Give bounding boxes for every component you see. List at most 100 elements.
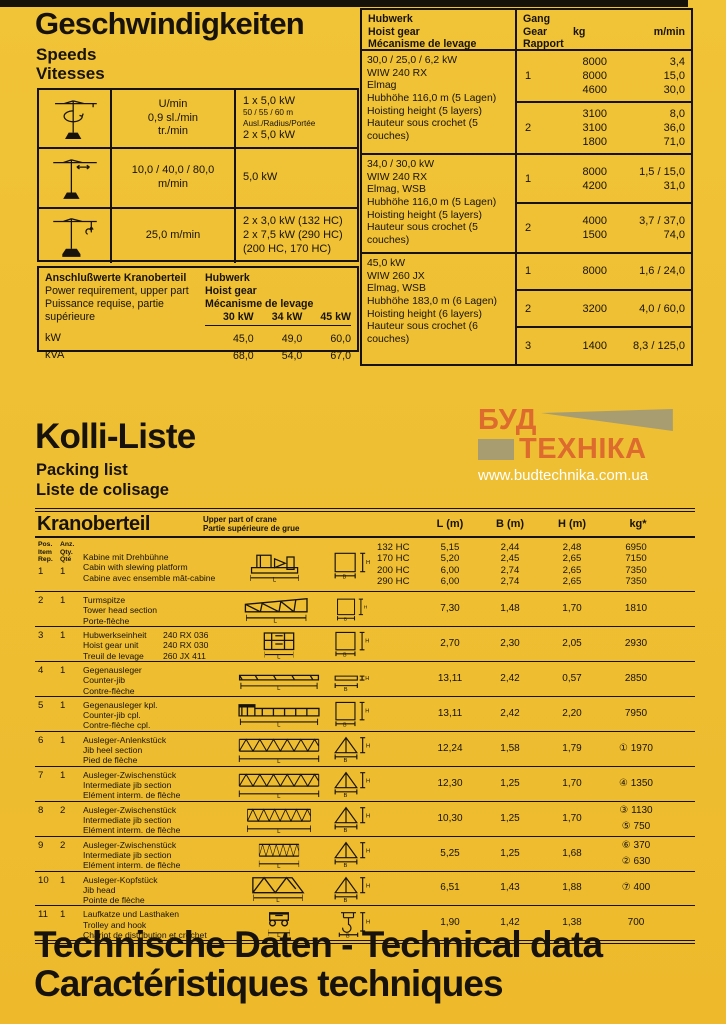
width-value: 2,74 [500, 575, 520, 587]
weight-cell: 2850 [603, 662, 695, 696]
speeds-row-trolley: 10,0 / 40,0 / 80,0 m/min 5,0 kW [39, 147, 357, 207]
weight-value: 7150 [625, 553, 647, 565]
desc-line: Jib head [83, 884, 116, 895]
weight-cell: ① 1970 [603, 732, 695, 766]
gear-header: Gang Gear Rapport [523, 13, 573, 51]
pos-number: 4 [38, 664, 44, 676]
qty-number: 1 [60, 664, 66, 676]
desc-line: Gegenausleger [83, 664, 142, 675]
desc-line: 45,0 kW [367, 257, 406, 269]
rect-cross-section-icon [325, 627, 377, 661]
model-name: 290 HC [377, 575, 410, 587]
speed-label-cell: 25,0 m/min [110, 209, 234, 263]
qty-header-line: Qty. [60, 548, 73, 556]
svg-text:L: L [277, 933, 281, 937]
desc-line: Tower head section [83, 605, 158, 616]
power-kva-values: 68,0 54,0 67,0 [205, 350, 351, 363]
load-kg: 4000 [582, 215, 607, 228]
gear-number: 2 [525, 302, 532, 315]
gear-number: 1 [525, 70, 532, 82]
hoist-header-line: Hoist gear [368, 25, 420, 38]
desc-line: Intermediate jib section [83, 814, 172, 825]
desc-line: 34,0 / 30,0 kW [367, 159, 434, 170]
desc-line: Ausleger-Zwischenstück [83, 839, 177, 850]
budtechnika-logo: БУД ТЕХНІКА www.budtechnika.com.ua [478, 404, 692, 484]
power-line: 2 x 3,0 kW (132 HC) [243, 215, 343, 228]
desc-line: WIW 240 RX [367, 67, 428, 79]
power-line: 2 x 5,0 kW [243, 128, 295, 141]
weight-value: 7350 [625, 564, 647, 576]
length-value: 12,30 [437, 777, 463, 789]
width-value: 1,25 [500, 847, 520, 859]
hoist-header-line: Hubwerk [368, 13, 413, 25]
height-value: 2,05 [562, 637, 582, 649]
qty-header-line: Anz. [60, 541, 75, 548]
weight-cell: ⑥ 370 ② 630 [603, 837, 695, 871]
speed-label-line: 0,9 sl./min [147, 111, 199, 124]
qty-number: 2 [60, 804, 66, 816]
trolley-side-icon: L [233, 906, 325, 940]
model-cell [377, 872, 421, 906]
technical-data-title: Technische Daten - Technical data [34, 924, 603, 965]
speed-power-cell: 5,0 kW [234, 149, 357, 207]
qty-number: 1 [60, 734, 66, 746]
speed-mmin: 1,5 / 15,0 [639, 165, 685, 178]
desc-line: WIW 260 JX [367, 270, 425, 282]
desc-line: WIW 240 RX [367, 171, 428, 183]
column-header-B: B (m) [495, 518, 525, 530]
power-row-label: kVA [45, 349, 65, 362]
weight-value: ② 630 [621, 855, 651, 867]
width-value: 2,45 [500, 553, 520, 565]
desc-line: Chariot de distribution et crochet [83, 930, 207, 941]
logo-triangle-shape [540, 409, 673, 431]
slewing-crane-icon [39, 90, 110, 147]
speed-label-line: U/min [158, 97, 188, 110]
description-cell: Gegenausleger Counter-jib Contre-flèche [83, 662, 233, 696]
unit-code: 240 RX 036 [163, 629, 209, 640]
weight-value: 6950 [625, 542, 647, 554]
table-subtitle-line: Partie supérieure de grue [203, 524, 300, 533]
gear-block: 1 8000 1,5 / 15,0 4200 31,0 [517, 155, 691, 202]
speed-label-cell: U/min 0,9 sl./min tr./min [110, 90, 234, 147]
triangle-cross-section-icon [325, 837, 377, 871]
desc-line: Hoisting height (6 layers) [367, 308, 482, 320]
power-line: 1 x 5,0 kW [243, 94, 295, 107]
rect-cross-section-icon [325, 538, 377, 591]
logo-word-bud: БУД [478, 404, 537, 436]
weight-value: ① 1970 [619, 742, 653, 754]
model-cell [377, 837, 421, 871]
gear-block: 1 8000 3,4 8000 15,0 4600 30,0 [517, 51, 691, 101]
description-cell: Gegenausleger kpl. Counter-jib cpl. Cont… [83, 697, 233, 731]
gear-blocks: 1 8000 1,6 / 24,0 2 3200 4,0 / 60,0 3 1400… [515, 253, 691, 364]
qty-number: 1 [60, 909, 66, 921]
weight-value: ⑥ 370 [621, 839, 651, 851]
cabin-side-icon: L [233, 538, 325, 591]
speeds-table: U/min 0,9 sl./min tr./min 1 x 5,0 kW 50 … [37, 88, 359, 263]
weight-value: ⑦ 400 [621, 882, 651, 894]
height-value: 2,20 [562, 707, 582, 719]
speed-mmin: 36,0 [663, 121, 685, 134]
power-row-label: kW [45, 331, 61, 344]
height-value: 2,65 [562, 553, 582, 565]
logo-word-technika: ТЕХНІКА [519, 432, 647, 465]
model-name: 132 HC [377, 542, 410, 554]
gear-number: 1 [525, 172, 532, 185]
weight-cell: ④ 1350 [603, 767, 695, 801]
speed-label-line: tr./min [158, 125, 188, 138]
weight-cell: 2930 [603, 627, 695, 661]
length-value: 5,20 [440, 553, 460, 565]
column-header-kg: kg* [629, 518, 647, 530]
triangle-cross-section-icon [325, 732, 377, 766]
desc-line: Laufkatze und Lasthaken [83, 909, 180, 920]
table-row: 6 1 Ausleger-Anlenkstück Jib heel sectio… [35, 730, 695, 766]
desc-line: Elmag, WSB [367, 283, 426, 295]
kranoberteil-table: Kranoberteil Upper part of crane Partie … [35, 508, 695, 945]
load-kg: 8000 [582, 265, 607, 278]
weight-value: 2930 [624, 637, 648, 649]
height-value: 2,65 [562, 564, 582, 576]
pos-number: 10 [38, 874, 49, 886]
width-value: 1,48 [500, 602, 520, 614]
table-row: 11 1 Laufkatze und Lasthaken Trolley and… [35, 905, 695, 940]
desc-line: Elmag [367, 80, 397, 92]
